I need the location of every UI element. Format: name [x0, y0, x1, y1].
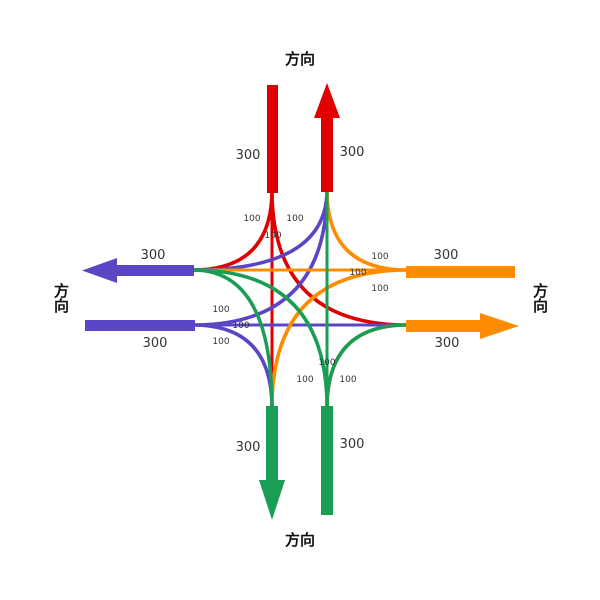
nw-right-turn-label: 100	[286, 214, 303, 224]
east-exit-shaft	[406, 320, 484, 332]
south-right-turn-label: 100	[339, 375, 356, 385]
orange-bottom-curve	[270, 268, 408, 409]
north-direction-label: 方向	[285, 50, 315, 68]
west-in-volume: 300	[143, 336, 168, 351]
west-top-turn-label: 100	[212, 305, 229, 315]
orange-top-curve	[325, 189, 408, 272]
purple-bottom-curve	[192, 323, 274, 409]
south-exit-shaft	[266, 406, 278, 484]
west-exit-shaft	[112, 265, 194, 276]
east-in-volume: 300	[434, 248, 459, 263]
south-out-volume: 300	[236, 440, 261, 455]
south-left-turn-label: 100	[296, 375, 313, 385]
west-through-label: 100	[232, 321, 249, 331]
green-exit-curve	[192, 268, 274, 409]
south-entry-bar	[321, 406, 333, 515]
north-exit-shaft	[321, 115, 333, 192]
green-left-curve	[325, 323, 408, 409]
east-out-volume: 300	[435, 336, 460, 351]
turn-labels: 100 100 100 100 100 100 100 100 100 100 …	[212, 214, 388, 385]
east-entry-bar	[406, 266, 515, 278]
south-through-label: 100	[318, 358, 335, 368]
east-bottom-turn-label: 100	[371, 284, 388, 294]
north-through-label: 100	[264, 231, 281, 241]
orange-exit-curve	[325, 323, 408, 409]
green-right-curve	[192, 268, 329, 409]
turning-movements	[192, 189, 408, 409]
north-exit-arrowhead	[314, 83, 340, 118]
west-entry-bar	[85, 320, 195, 331]
north-entry-bar	[267, 85, 278, 193]
south-exit-arrowhead	[259, 480, 285, 520]
east-exit-arrowhead	[480, 313, 519, 339]
south-direction-label: 方向	[285, 531, 315, 549]
east-direction-label: 方向	[531, 282, 549, 314]
direction-labels: 方向 方向 方向 方向	[52, 50, 549, 549]
red-right-turn-curve	[270, 189, 408, 327]
east-through-label: 100	[349, 268, 366, 278]
north-out-volume: 300	[340, 145, 365, 160]
south-in-volume: 300	[340, 437, 365, 452]
purple-top-curve	[192, 189, 329, 272]
nw-left-turn-label: 100	[243, 214, 260, 224]
west-exit-arrowhead	[82, 258, 117, 283]
purple-upper-curve	[192, 189, 329, 327]
volume-labels: 300 300 300 300 300 300 300 300	[141, 145, 460, 455]
north-in-volume: 300	[236, 148, 261, 163]
west-bottom-turn-label: 100	[212, 337, 229, 347]
west-direction-label: 方向	[52, 282, 70, 314]
approach-arms	[82, 83, 519, 520]
west-out-volume: 300	[141, 248, 166, 263]
east-top-turn-label: 100	[371, 252, 388, 262]
red-left-turn-curve	[192, 189, 274, 272]
